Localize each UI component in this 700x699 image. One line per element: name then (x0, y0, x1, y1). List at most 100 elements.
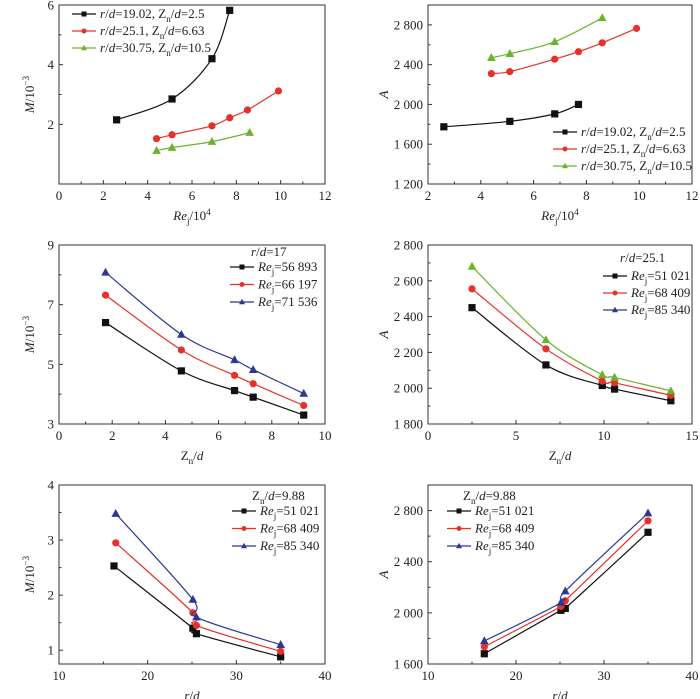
legend-marker (456, 508, 462, 514)
x-axis-label-part: 4 (206, 207, 211, 217)
data-point-series-1 (440, 123, 448, 131)
x-axis-label-part: n (189, 456, 194, 466)
legend-entry-part: / (164, 23, 168, 38)
x-tick-label: 10 (598, 428, 611, 443)
y-tick-label: 4 (48, 57, 55, 72)
x-tick-label: 40 (686, 668, 699, 683)
data-point-series-1 (610, 385, 619, 393)
legend-entry-part: Re (257, 259, 272, 274)
legend-entry-part: d (655, 124, 662, 139)
x-tick-label: 10 (633, 188, 646, 203)
x-tick-label: 10 (422, 668, 435, 683)
legend-entry-part: =19.02, Z (115, 6, 166, 21)
series-line-1 (116, 10, 231, 121)
data-point-series-3 (487, 53, 496, 61)
data-point-series-1 (110, 562, 118, 570)
x-tick-label: 6 (215, 428, 222, 443)
y-tick-label: 2 (48, 117, 55, 132)
legend-entry-part: =2.5 (181, 6, 205, 21)
data-point-series-1 (189, 624, 197, 632)
x-tick-label: 20 (141, 668, 154, 683)
legend-entry: Rej=66 197 (257, 277, 318, 295)
y-tick-label: 1 200 (394, 177, 423, 192)
data-point-series-2 (277, 647, 285, 655)
data-point-series-3 (467, 261, 477, 270)
legend-entry-part: =6.63 (655, 141, 685, 156)
y-tick-label: 7 (48, 297, 55, 312)
data-point-series-1 (561, 604, 569, 612)
data-point-series-2 (168, 131, 176, 139)
legend-entry-part: d (109, 23, 116, 38)
y-tick-label: 2 000 (394, 605, 423, 620)
y-axis-label: A (376, 570, 391, 579)
legend-entry-part: =66 197 (274, 277, 318, 292)
y-tick-label: 2 800 (394, 238, 423, 253)
x-tick-label: 30 (230, 668, 243, 683)
legend-entry: r/d=25.1, Zn/d=6.63 (100, 23, 204, 41)
legend-entry-part: j (273, 546, 277, 556)
legend-entry-part: n (160, 31, 165, 41)
legend-entry: Rej=71 536 (257, 294, 318, 312)
legend-title-part: =17 (266, 244, 287, 259)
data-point-series-3 (152, 145, 161, 154)
y-axis-label-part: A (376, 570, 391, 579)
legend-title-part: =9.88 (275, 488, 305, 503)
y-axis-label: A (376, 330, 391, 339)
y-tick-label: 3 (48, 533, 55, 548)
data-point-series-2 (274, 87, 283, 95)
x-tick-label: 6 (530, 188, 537, 203)
legend-marker (241, 542, 247, 549)
x-axis-label: Zn/d (549, 448, 572, 466)
x-axis-label: Rej/104 (172, 207, 211, 226)
data-point-series-2 (249, 380, 257, 388)
legend-entry-part: / (586, 124, 590, 139)
data-point-series-2 (487, 70, 495, 78)
series-line-2 (491, 27, 637, 75)
x-tick-label: 10 (319, 428, 332, 443)
legend-entry-part: d (109, 6, 116, 21)
series-line-3 (115, 513, 281, 646)
data-point-series-3 (245, 128, 254, 136)
x-tick-label: 4 (478, 188, 485, 203)
data-point-series-2 (632, 24, 641, 32)
legend-entry-part: j (271, 285, 275, 295)
legend-entry-part: / (645, 141, 649, 156)
legend-title-part: n (471, 496, 476, 506)
x-axis-label-part: Re (172, 208, 187, 223)
legend-entry-part: / (586, 141, 590, 156)
legend-marker (562, 162, 568, 169)
y-tick-label: 9 (48, 238, 55, 253)
y-tick-label: 2 (48, 588, 55, 603)
x-tick-label: 0 (56, 428, 63, 443)
data-point-series-2 (610, 379, 619, 387)
legend-entry-part: j (271, 267, 275, 277)
x-tick-label: 10 (274, 188, 287, 203)
series-line-3 (484, 512, 649, 642)
x-tick-label: 5 (513, 428, 520, 443)
y-tick-label: 1 600 (394, 657, 423, 672)
legend-title-part: Z (463, 488, 471, 503)
legend-entry-part: n (166, 14, 171, 24)
legend-marker (81, 28, 87, 34)
legend-entry-part: =68 409 (647, 285, 690, 300)
legend-entry-part: n (641, 149, 646, 159)
x-axis-label-part: / (189, 688, 193, 699)
legend-title-part: / (625, 250, 629, 265)
series-line-1 (471, 307, 672, 402)
legend-entry-part: =71 536 (274, 294, 318, 309)
legend-entry-part: =51 021 (491, 503, 534, 518)
data-point-series-3 (610, 372, 619, 381)
data-point-series-2 (226, 114, 234, 122)
y-axis-label-part: M (22, 101, 37, 114)
legend-entry-part: j (273, 529, 277, 539)
legend-entry-part: =25.1, Z (596, 141, 641, 156)
legend-title-part: d (268, 488, 275, 503)
data-point-series-1 (598, 381, 606, 390)
x-tick-label: 2 (100, 188, 107, 203)
data-point-series-1 (644, 528, 652, 536)
x-tick-label: 12 (319, 188, 332, 203)
legend-entry-part: =6.63 (174, 23, 204, 38)
